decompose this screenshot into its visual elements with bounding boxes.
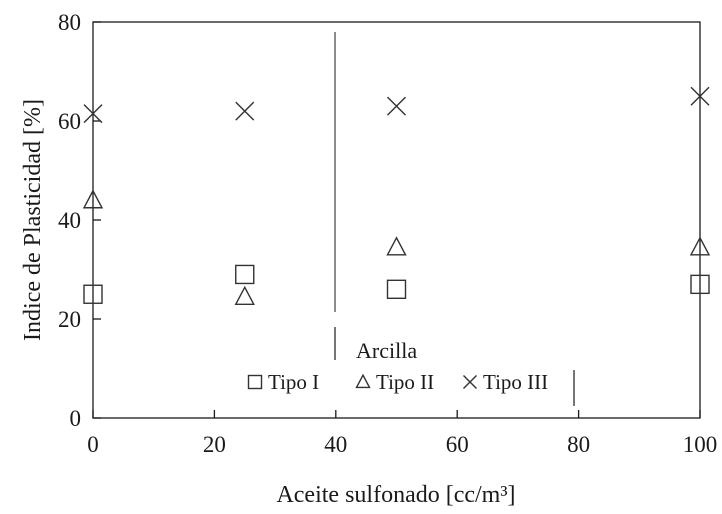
legend-label: Tipo III [483,370,548,394]
data-markers [82,86,711,305]
x-tick-label: 80 [567,432,590,457]
x-axis-ticks: 0 20 40 60 80 100 [87,410,717,457]
legend-marker-triangle [355,373,371,389]
legend: Arcilla Tipo I Tipo II Tipo III [247,32,575,406]
x-axis-title: Aceite sulfonado [cc/m³] [276,482,515,508]
x-tick-label: 100 [683,432,718,457]
data-point-x [83,104,103,124]
x-tick-label: 60 [446,432,469,457]
data-point-x [235,101,255,121]
legend-marker-square [247,374,263,390]
data-point-x [690,86,710,106]
legend-label: Tipo I [268,370,319,394]
legend-title: Arcilla [356,338,417,363]
y-tick-label: 40 [58,208,81,233]
legend-marker-x [463,375,477,389]
y-axis-ticks: 0 20 40 60 80 [58,10,101,431]
data-point-square [690,274,710,295]
data-point-square [386,279,407,299]
data-point-square [83,284,103,304]
legend-label: Tipo II [376,370,434,394]
data-point-x [387,96,406,116]
data-point-triangle [386,236,407,256]
data-point-triangle [82,189,104,209]
y-axis-title: Indice de Plasticidad [%] [20,99,46,341]
x-tick-label: 0 [87,432,99,457]
y-tick-label: 80 [58,10,81,35]
x-tick-label: 40 [324,432,347,457]
y-tick-label: 20 [58,307,81,332]
data-point-triangle [689,236,711,256]
data-point-triangle [234,285,255,305]
data-point-square [235,264,255,285]
x-tick-label: 20 [203,432,226,457]
y-tick-label: 0 [70,406,82,431]
y-tick-label: 60 [58,109,81,134]
